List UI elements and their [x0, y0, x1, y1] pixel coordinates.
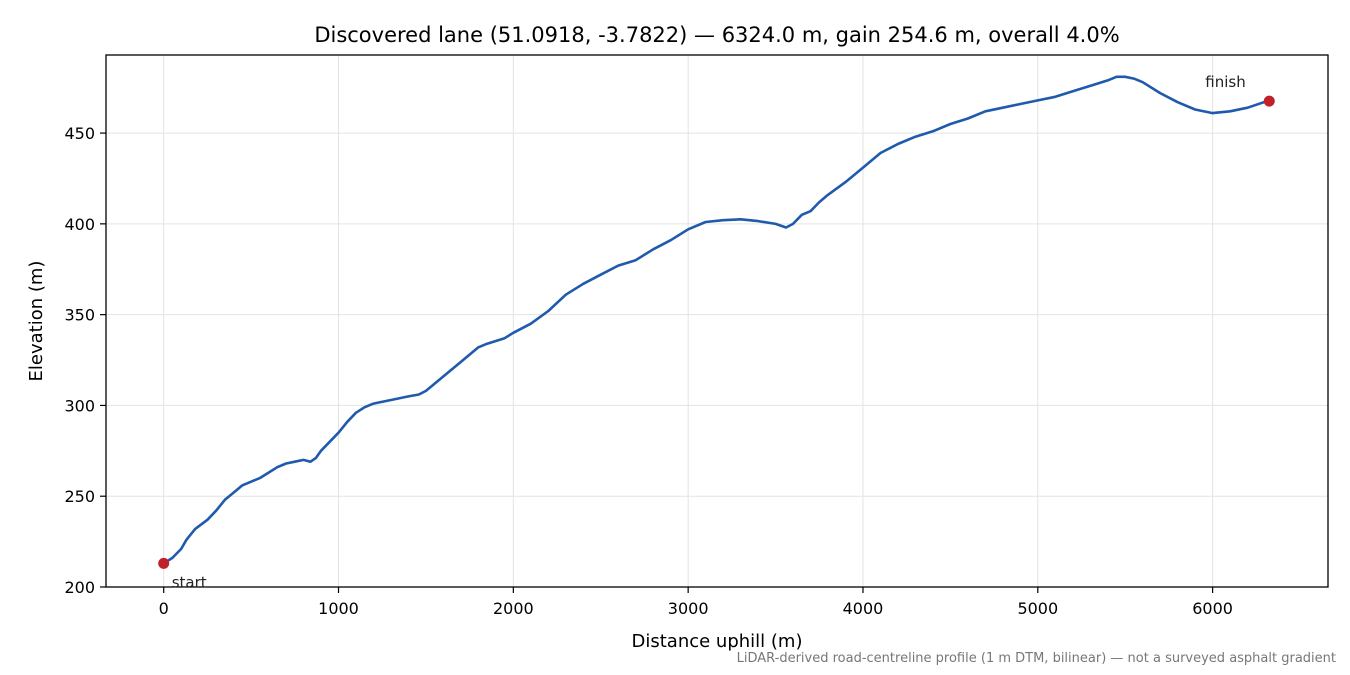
footnote: LiDAR-derived road-centreline profile (1…: [736, 651, 1336, 666]
x-tick-label: 2000: [493, 599, 534, 618]
axes: 0 1000 2000 3000 4000 5000 6000 200 250 300 350 400…: [64, 54, 1329, 618]
plot-frame: [105, 54, 1329, 588]
x-tick-label: 3000: [668, 599, 709, 618]
y-tick-label: 400: [64, 215, 95, 234]
elevation-series-line: [162, 75, 1271, 565]
finish-label: finish: [1205, 73, 1245, 91]
start-label: start: [172, 573, 207, 591]
marker-layer: start finish: [158, 73, 1275, 591]
y-axis-label: Elevation (m): [26, 261, 47, 382]
x-tick-label: 0: [159, 599, 169, 618]
x-tick-label: 1000: [318, 599, 359, 618]
x-axis-label: Distance uphill (m): [632, 631, 803, 652]
series-layer: [162, 75, 1271, 565]
finish-marker: [1263, 95, 1275, 107]
x-tick-label: 5000: [1017, 599, 1058, 618]
y-tick-label: 200: [64, 578, 95, 597]
x-tick-label: 4000: [843, 599, 884, 618]
start-marker: [158, 557, 170, 569]
y-tick-label: 250: [64, 487, 95, 506]
y-tick-label: 350: [64, 306, 95, 325]
grid-lines: [106, 55, 1328, 588]
y-tick-label: 450: [64, 124, 95, 143]
chart-title: Discovered lane (51.0918, -3.7822) — 632…: [314, 23, 1119, 47]
y-tick-label: 300: [64, 396, 95, 415]
x-tick-label: 6000: [1192, 599, 1233, 618]
